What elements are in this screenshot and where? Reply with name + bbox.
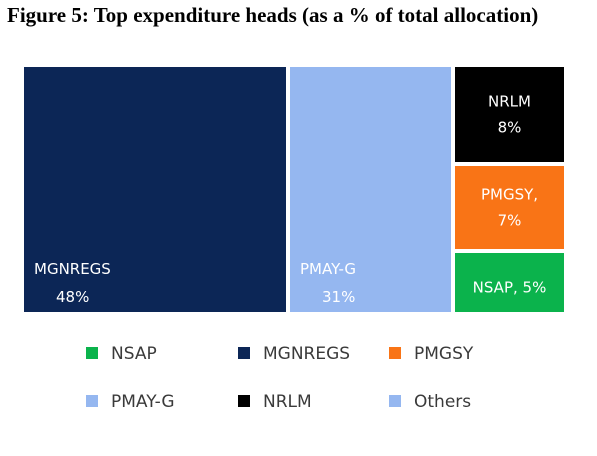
legend-label-mgnregs: MGNREGS: [263, 344, 350, 364]
tile-mgnregs-label-2: 48%: [56, 288, 89, 306]
legend-item-pmay-g: PMAY-G: [86, 392, 175, 412]
tile-pmay-g-label-2: 31%: [322, 288, 355, 306]
tile-pmgsy-label-2: 7%: [498, 212, 522, 230]
tile-nsap-rect: [455, 253, 564, 312]
chart-legend: NSAP MGNREGS PMGSY PMAY-G NRLM Others: [86, 344, 474, 412]
legend-item-pmgsy: PMGSY: [389, 344, 474, 364]
legend-swatch-pmay-g: [86, 395, 98, 407]
legend-swatch-nsap: [86, 347, 98, 359]
tile-pmgsy-label-1: PMGSY,: [481, 186, 538, 204]
legend-swatch-mgnregs: [238, 347, 250, 359]
legend-item-nrlm: NRLM: [238, 392, 312, 412]
tile-pmay-g-label-1: PMAY-G: [300, 260, 356, 278]
tile-mgnregs: MGNREGS 48%: [24, 67, 286, 312]
legend-label-nsap: NSAP: [111, 344, 157, 364]
tile-nsap: NSAP, 5%: [455, 253, 564, 312]
legend-label-pmay-g: PMAY-G: [111, 392, 175, 412]
tile-nsap-label-1: NSAP, 5%: [473, 279, 547, 297]
tile-mgnregs-label-1: MGNREGS: [34, 260, 111, 278]
legend-swatch-others: [389, 395, 401, 407]
tile-nrlm-label-2: 8%: [498, 119, 522, 137]
tile-pmay-g: PMAY-G 31%: [290, 67, 451, 312]
tile-nrlm-rect: [455, 67, 564, 162]
tile-pmgsy-rect: [455, 166, 564, 249]
legend-swatch-nrlm: [238, 395, 250, 407]
tile-pmgsy: PMGSY, 7%: [455, 166, 564, 249]
legend-label-nrlm: NRLM: [263, 392, 312, 412]
treemap-tiles: MGNREGS 48% PMAY-G 31% NRLM 8% PMGSY, 7% NSAP, 5…: [24, 67, 564, 312]
legend-item-nsap: NSAP: [86, 344, 157, 364]
legend-item-mgnregs: MGNREGS: [238, 344, 350, 364]
legend-label-others: Others: [414, 392, 471, 412]
tile-mgnregs-rect: [24, 67, 286, 312]
tile-nrlm: NRLM 8%: [455, 67, 564, 162]
tile-nrlm-label-1: NRLM: [488, 93, 531, 111]
tile-pmay-g-rect: [290, 67, 451, 312]
legend-label-pmgsy: PMGSY: [414, 344, 474, 364]
legend-item-others: Others: [389, 392, 471, 412]
legend-swatch-pmgsy: [389, 347, 401, 359]
chart-title: Figure 5: Top expenditure heads (as a % …: [7, 3, 539, 27]
